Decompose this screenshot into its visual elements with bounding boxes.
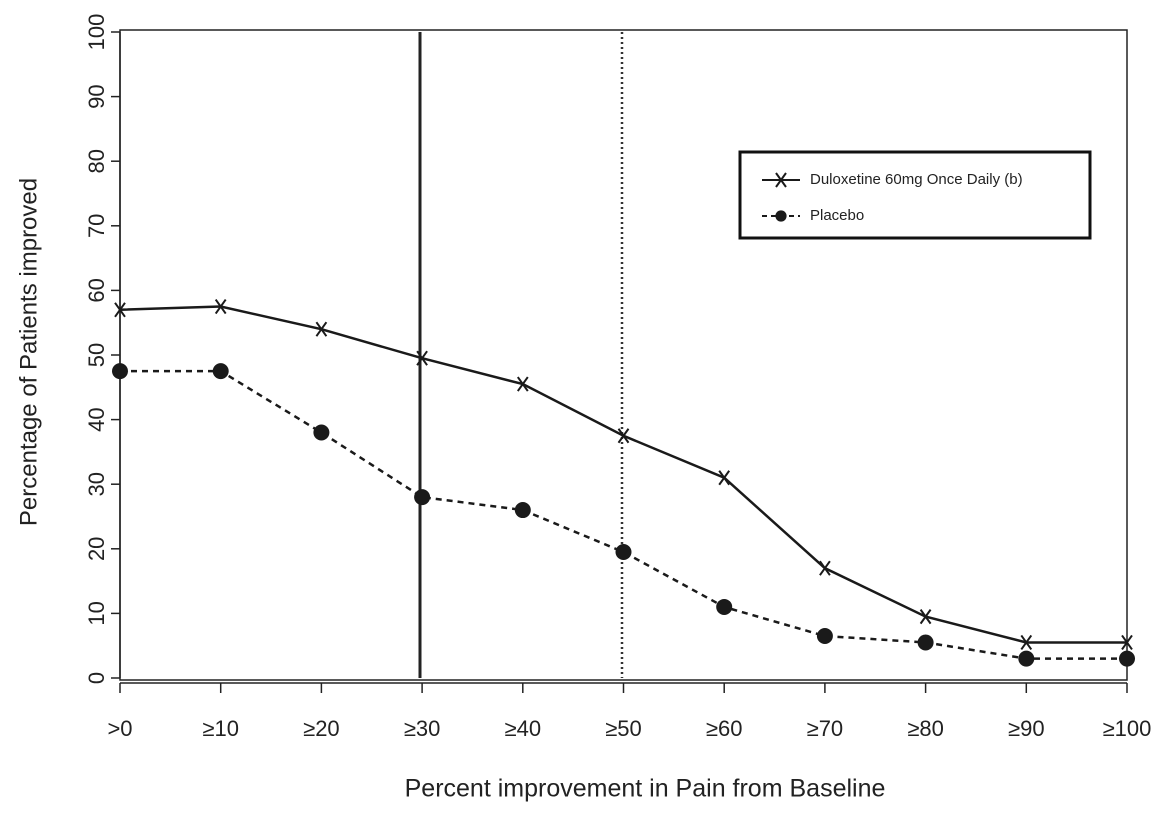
- y-tick-label: 80: [84, 149, 109, 173]
- data-point: [816, 628, 833, 645]
- data-point: [315, 321, 328, 337]
- x-marker-stroke: [214, 298, 227, 315]
- data-point: [1119, 650, 1135, 667]
- x-tick-label: ≥40: [505, 716, 542, 741]
- data-point: [416, 350, 428, 366]
- legend-marker: [775, 172, 787, 188]
- x-tick-label: ≥20: [303, 716, 340, 741]
- data-point: [313, 424, 330, 441]
- data-point: [819, 560, 831, 576]
- x-tick-label: ≥30: [404, 716, 441, 741]
- data-point: [514, 502, 531, 519]
- x-marker-stroke: [718, 470, 731, 486]
- series-line: [119, 305, 1127, 644]
- x-marker-stroke: [775, 172, 787, 188]
- x-marker-stroke: [114, 302, 126, 318]
- y-tick-label: 30: [84, 472, 109, 496]
- x-marker-stroke: [516, 376, 529, 392]
- x-tick-label: >0: [107, 716, 132, 741]
- x-marker-stroke: [617, 428, 630, 444]
- data-point: [1121, 634, 1133, 651]
- data-point: [716, 598, 733, 615]
- x-marker-stroke: [315, 321, 328, 337]
- x-tick-label: ≥50: [605, 716, 642, 741]
- x-tick-label: ≥70: [807, 716, 844, 741]
- data-point: [414, 489, 431, 506]
- legend-label: Duloxetine 60mg Once Daily (b): [810, 171, 1023, 188]
- x-tick-label: ≥10: [202, 716, 239, 741]
- x-tick-label: ≥80: [907, 716, 944, 741]
- x-marker-stroke: [819, 560, 831, 576]
- y-axis-title: Percentage of Patients improved: [15, 178, 42, 526]
- y-tick-label: 10: [84, 601, 109, 625]
- x-marker-stroke: [416, 350, 428, 366]
- data-point: [615, 544, 632, 561]
- legend-marker: [775, 210, 787, 222]
- data-point: [917, 634, 934, 651]
- x-marker-stroke: [919, 609, 932, 625]
- legend-label: Placebo: [810, 207, 864, 224]
- y-tick-label: 70: [84, 214, 109, 238]
- x-tick-label: ≥100: [1103, 716, 1152, 741]
- data-point: [112, 363, 128, 380]
- legend-box: [738, 150, 1092, 240]
- data-point: [212, 363, 229, 380]
- x-tick-label: ≥60: [706, 716, 743, 741]
- y-tick-label: 90: [84, 84, 109, 108]
- y-tick-label: 0: [84, 672, 109, 684]
- data-point: [617, 428, 630, 444]
- x-tick-label: ≥90: [1008, 716, 1045, 741]
- data-point: [1018, 650, 1035, 667]
- y-tick-label: 40: [84, 407, 109, 431]
- data-point: [214, 298, 227, 315]
- data-point: [919, 609, 932, 625]
- x-marker-stroke: [1020, 634, 1033, 651]
- data-point: [718, 470, 731, 486]
- y-tick-label: 50: [84, 343, 109, 367]
- data-point: [516, 376, 529, 392]
- y-tick-label: 100: [84, 14, 109, 51]
- x-marker-stroke: [1121, 634, 1133, 651]
- series-line: [120, 369, 1127, 660]
- legend: Duloxetine 60mg Once Daily (b) Placebo: [738, 150, 1092, 240]
- x-axis-title: Percent improvement in Pain from Baselin…: [405, 775, 886, 803]
- plot-frame: [119, 29, 1128, 681]
- y-tick-label: 60: [84, 278, 109, 302]
- y-tick-label: 20: [84, 537, 109, 561]
- data-point: [1020, 634, 1033, 651]
- data-point: [114, 302, 126, 318]
